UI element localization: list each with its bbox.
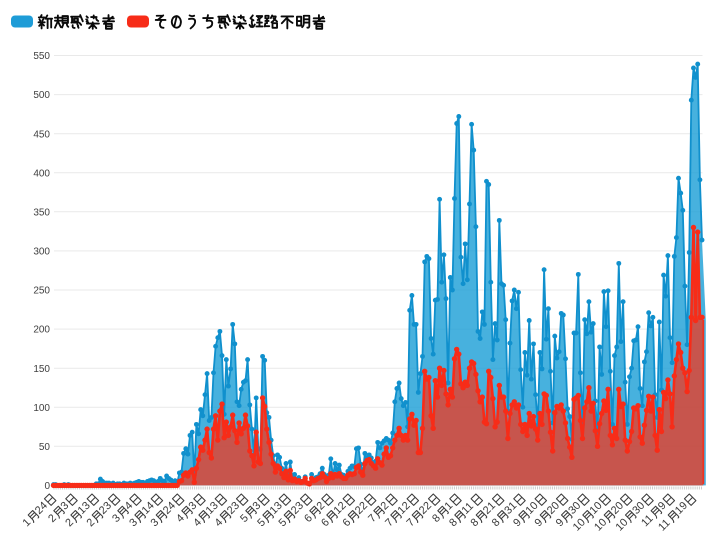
svg-text:450: 450: [33, 129, 50, 140]
svg-text:400: 400: [33, 168, 50, 179]
svg-text:150: 150: [33, 364, 50, 375]
svg-text:100: 100: [33, 403, 50, 414]
svg-text:50: 50: [39, 442, 51, 453]
svg-text:550: 550: [33, 51, 50, 62]
svg-text:250: 250: [33, 286, 50, 297]
svg-text:0: 0: [44, 481, 50, 492]
svg-text:200: 200: [33, 325, 50, 336]
svg-text:500: 500: [33, 90, 50, 101]
svg-text:350: 350: [33, 207, 50, 218]
svg-text:300: 300: [33, 247, 50, 258]
